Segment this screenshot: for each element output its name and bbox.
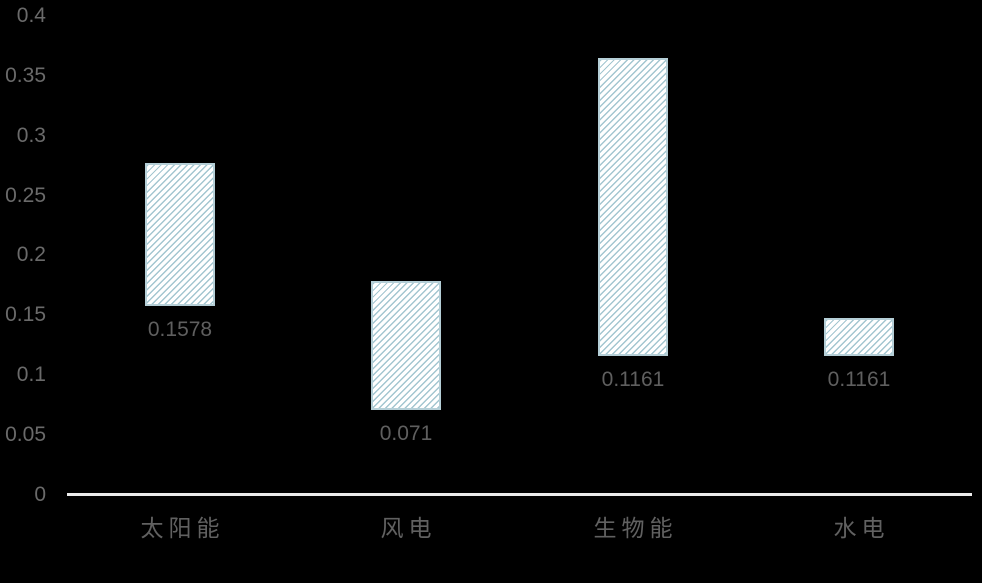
- y-tick-label: 0.1: [16, 363, 46, 387]
- y-tick-label: 0.35: [5, 63, 46, 87]
- range-bar: [598, 58, 668, 356]
- y-tick-label: 0.4: [16, 3, 46, 27]
- y-tick-label: 0.3: [16, 123, 46, 147]
- x-category-label: 水电: [833, 516, 890, 541]
- y-tick-label: 0.25: [5, 183, 46, 207]
- y-tick-label: 0.2: [16, 243, 46, 267]
- y-tick-label: 0: [34, 483, 46, 506]
- y-tick-label: 0.05: [5, 423, 46, 447]
- x-category-label: 生物能: [593, 516, 678, 541]
- range-bar: [371, 281, 441, 410]
- range-bar: [824, 318, 894, 356]
- range-bar: [145, 163, 215, 306]
- x-category-label: 太阳能: [140, 516, 225, 541]
- bar-value-label: 0.1578: [147, 318, 213, 341]
- bar-value-label: 0.1161: [827, 368, 891, 391]
- y-tick-label: 0.15: [5, 303, 46, 327]
- x-category-label: 风电: [380, 516, 437, 541]
- bar-value-label: 0.1161: [601, 368, 665, 391]
- bar-value-label: 0.071: [379, 422, 433, 445]
- x-axis-line: [67, 493, 972, 496]
